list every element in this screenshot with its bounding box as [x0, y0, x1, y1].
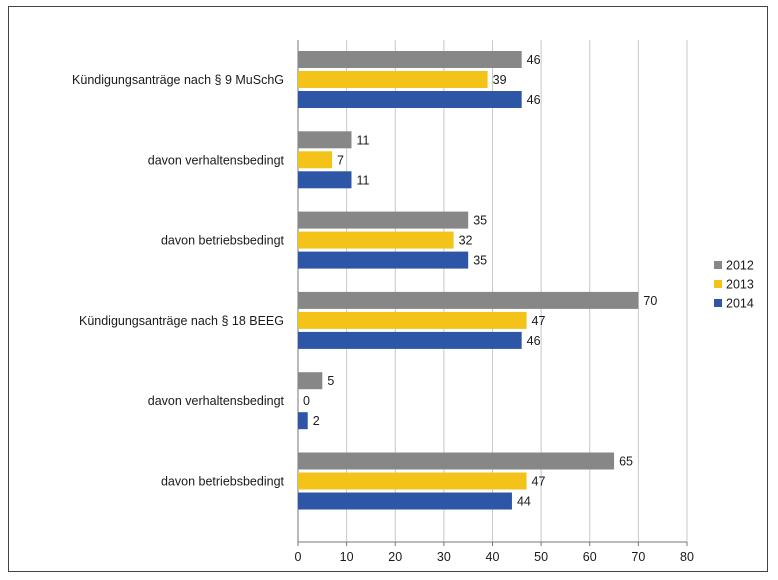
x-tick-label: 30 — [437, 550, 451, 564]
bars — [298, 51, 639, 510]
bar-2014 — [298, 91, 522, 108]
bar-2014 — [298, 412, 308, 430]
data-label: 35 — [473, 254, 487, 268]
bar-2012 — [298, 372, 323, 390]
category-label: Kündigungsanträge nach § 18 BEEG — [79, 314, 284, 328]
bar-2013 — [298, 311, 527, 329]
bar-2014 — [298, 171, 352, 189]
x-axis-ticks: 0 10 20 30 40 50 60 70 80 — [295, 542, 694, 564]
legend: 2012 2013 2014 — [714, 259, 754, 311]
data-label: 5 — [327, 374, 334, 388]
x-tick-label: 50 — [534, 550, 548, 564]
data-label: 47 — [532, 475, 546, 489]
data-label: 44 — [517, 495, 531, 509]
x-tick-label: 40 — [486, 550, 500, 564]
data-label: 0 — [303, 394, 310, 408]
x-tick-label: 10 — [340, 550, 354, 564]
bar-2014 — [298, 331, 522, 349]
bar-2013 — [298, 151, 333, 169]
category-label: davon betriebsbedingt — [161, 234, 285, 248]
legend-label: 2014 — [726, 297, 754, 311]
x-tick-label: 80 — [680, 550, 694, 564]
data-label: 39 — [493, 73, 507, 87]
data-label: 46 — [527, 334, 541, 348]
category-labels: Kündigungsanträge nach § 9 MuSchG davon v… — [72, 73, 284, 489]
data-label: 47 — [532, 314, 546, 328]
bar-2012 — [298, 291, 639, 309]
category-label: davon betriebsbedingt — [161, 475, 285, 489]
category-label: davon verhaltensbedingt — [148, 153, 285, 167]
category-label: Kündigungsanträge nach § 9 MuSchG — [72, 73, 284, 87]
data-label: 11 — [356, 133, 369, 147]
x-tick-label: 60 — [583, 550, 597, 564]
bar-2012 — [298, 51, 522, 68]
bar-2013 — [298, 472, 527, 490]
data-label: 46 — [527, 53, 541, 67]
bar-2014 — [298, 251, 469, 269]
bar-2013 — [298, 71, 488, 88]
x-tick-label: 20 — [388, 550, 402, 564]
bar-2013 — [298, 231, 454, 249]
data-label: 2 — [313, 414, 320, 428]
x-tick-label: 0 — [295, 550, 302, 564]
legend-swatch — [714, 280, 722, 288]
legend-swatch — [714, 261, 722, 269]
data-label: 46 — [527, 93, 541, 107]
data-label: 7 — [337, 153, 344, 167]
x-tick-label: 70 — [631, 550, 645, 564]
legend-label: 2012 — [726, 259, 754, 273]
data-label: 32 — [459, 234, 473, 248]
legend-label: 2013 — [726, 278, 754, 292]
category-label: davon verhaltensbedingt — [148, 394, 285, 408]
data-label: 11 — [356, 173, 369, 187]
legend-swatch — [714, 299, 722, 307]
bar-2014 — [298, 492, 512, 510]
bar-2012 — [298, 452, 615, 470]
data-label: 35 — [473, 214, 487, 228]
bar-2012 — [298, 131, 352, 149]
bar-2012 — [298, 211, 469, 229]
data-label: 65 — [619, 455, 633, 469]
data-label: 70 — [643, 294, 657, 308]
